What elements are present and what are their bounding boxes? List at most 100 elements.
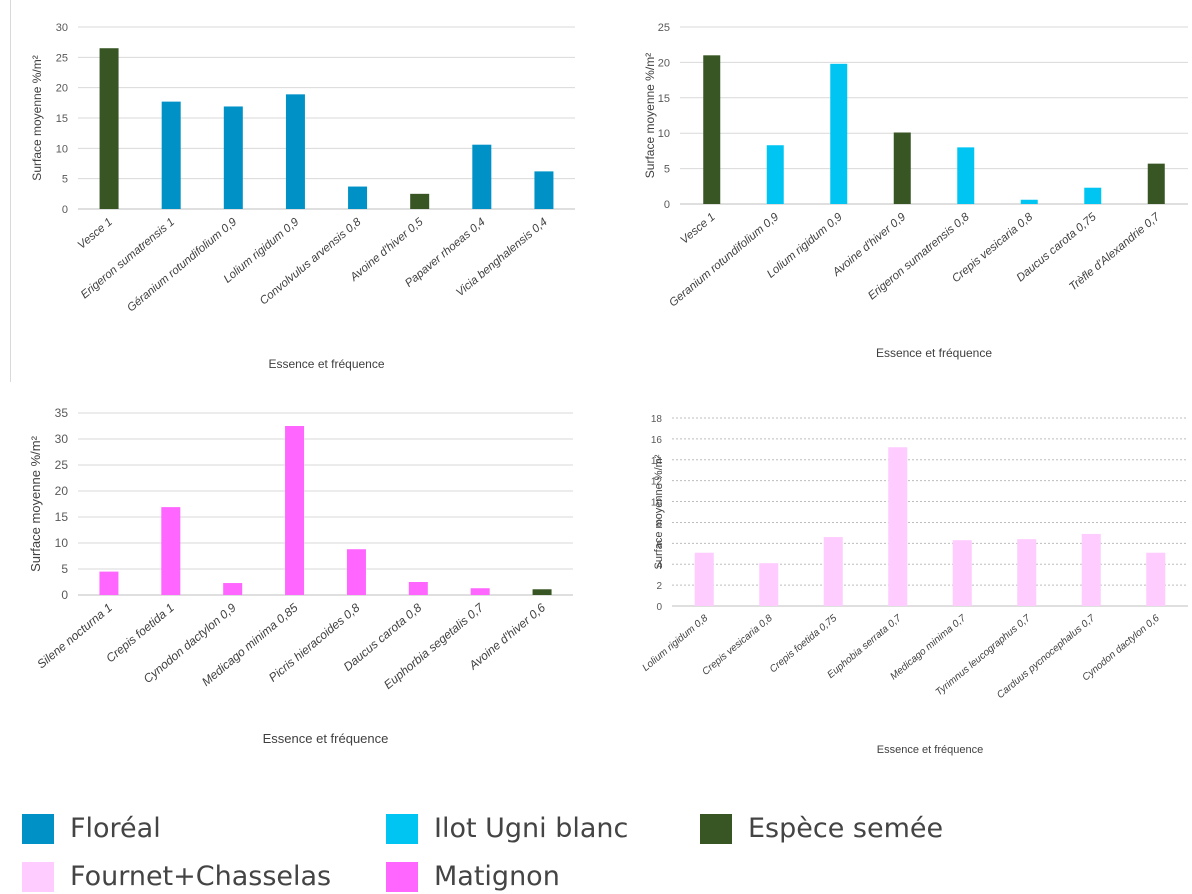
x-tick-label: Crepis vesicaria 0,8 (700, 613, 775, 678)
bar (408, 582, 428, 595)
y-tick-label: 5 (664, 164, 670, 176)
bar (1147, 163, 1165, 204)
bar (830, 63, 848, 204)
y-tick-label: 25 (658, 22, 670, 34)
y-axis-title: Surface moyenne %/m² (653, 454, 665, 569)
y-tick-label: 20 (658, 57, 670, 69)
y-tick-label: 14 (651, 456, 663, 467)
y-tick-label: 0 (62, 204, 68, 216)
y-tick-label: 10 (651, 498, 663, 509)
legend-swatch-espece-semee (700, 813, 732, 844)
bar (952, 540, 972, 606)
legend-swatch-fournet-chasselas (22, 861, 54, 892)
bar (161, 507, 181, 595)
bar (346, 549, 366, 595)
bar (1017, 539, 1037, 606)
bar (766, 145, 784, 204)
y-axis-title: Surface moyenne %/m² (30, 55, 44, 180)
y-tick-label: 2 (656, 581, 662, 592)
bar (1084, 187, 1102, 204)
x-tick-label: Géranium rotundifolium 0,9 (125, 216, 239, 315)
y-tick-label: 8 (656, 518, 662, 529)
bar (534, 171, 554, 209)
x-tick-label: Erigeron sumatrensis 0,8 (866, 211, 972, 303)
legend-swatch-floreal (22, 813, 54, 844)
legend-swatch-ilot-ugni-blanc (386, 813, 418, 844)
bar (694, 552, 714, 606)
legend: Floréal Ilot Ugni blanc Espèce semée Fou… (0, 780, 1192, 894)
bar (285, 426, 305, 595)
x-tick-label: Silene nocturna 1 (34, 601, 115, 672)
y-tick-label: 15 (658, 93, 670, 105)
legend-item-espece-semee: Espèce semée (700, 813, 943, 844)
y-tick-label: 20 (55, 484, 69, 498)
y-axis-title: Surface moyenne %/m² (643, 53, 657, 178)
y-tick-label: 30 (55, 432, 69, 446)
legend-label-ilot-ugni-blanc: Ilot Ugni blanc (434, 813, 629, 844)
bar (703, 55, 721, 204)
x-tick-label: Convolvulus arvensis 0,8 (258, 216, 364, 308)
legend-label-espece-semee: Espèce semée (748, 813, 944, 844)
bar (99, 48, 119, 209)
legend-label-matignon: Matignon (434, 861, 560, 892)
y-tick-label: 35 (55, 406, 69, 420)
y-tick-label: 15 (56, 113, 68, 125)
y-tick-label: 20 (56, 83, 68, 95)
bar (348, 186, 368, 209)
bar (893, 132, 911, 204)
bar (888, 447, 908, 606)
bar (223, 106, 243, 209)
x-axis-title: Essence et fréquence (876, 346, 992, 360)
legend-label-fournet-chasselas: Fournet+Chasselas (70, 861, 332, 892)
x-axis-title: Essence et fréquence (263, 731, 389, 746)
legend-item-matignon: Matignon (386, 861, 560, 892)
y-tick-label: 6 (656, 539, 662, 550)
y-tick-label: 12 (651, 477, 663, 488)
bar (532, 589, 552, 595)
bar (1081, 533, 1101, 606)
y-tick-label: 25 (56, 52, 68, 64)
y-tick-label: 0 (61, 588, 68, 602)
bar (470, 588, 490, 595)
bar (161, 101, 181, 209)
y-tick-label: 25 (55, 458, 69, 472)
y-tick-label: 16 (651, 435, 663, 446)
y-tick-label: 10 (55, 536, 69, 550)
y-tick-label: 10 (56, 143, 68, 155)
bar (1020, 199, 1038, 204)
x-tick-label: Euphorbia segetalis 0,7 (381, 600, 487, 692)
x-axis-title: Essence et fréquence (877, 744, 983, 756)
x-tick-label: Crepis foetida 0,75 (768, 613, 840, 676)
panel-divider-line (10, 0, 11, 382)
y-tick-label: 5 (62, 174, 68, 186)
y-tick-label: 5 (61, 562, 68, 576)
x-tick-label: Lolium rigidum 0,8 (641, 613, 711, 674)
y-tick-label: 18 (651, 414, 663, 425)
bar (472, 144, 492, 209)
y-tick-label: 10 (658, 128, 670, 140)
y-tick-label: 0 (664, 199, 670, 211)
legend-item-fournet-chasselas: Fournet+Chasselas (22, 861, 331, 892)
bar (223, 583, 243, 595)
bar (1146, 552, 1166, 606)
x-tick-label: Vesce 1 (76, 216, 115, 252)
y-tick-label: 4 (656, 560, 662, 571)
bar (99, 571, 119, 595)
x-axis-title: Essence et fréquence (268, 357, 384, 371)
legend-item-ilot-ugni-blanc: Ilot Ugni blanc (386, 813, 628, 844)
x-tick-label: Geranium rotundifolium 0,9 (667, 211, 781, 310)
legend-item-floreal: Floréal (22, 813, 161, 844)
x-tick-label: Vesce 1 (678, 211, 717, 247)
bar (759, 563, 779, 606)
bar (410, 193, 430, 209)
bar (285, 94, 305, 209)
y-tick-label: 0 (656, 602, 662, 613)
bar (957, 147, 975, 204)
legend-swatch-matignon (386, 861, 418, 892)
legend-label-floreal: Floréal (70, 813, 161, 844)
